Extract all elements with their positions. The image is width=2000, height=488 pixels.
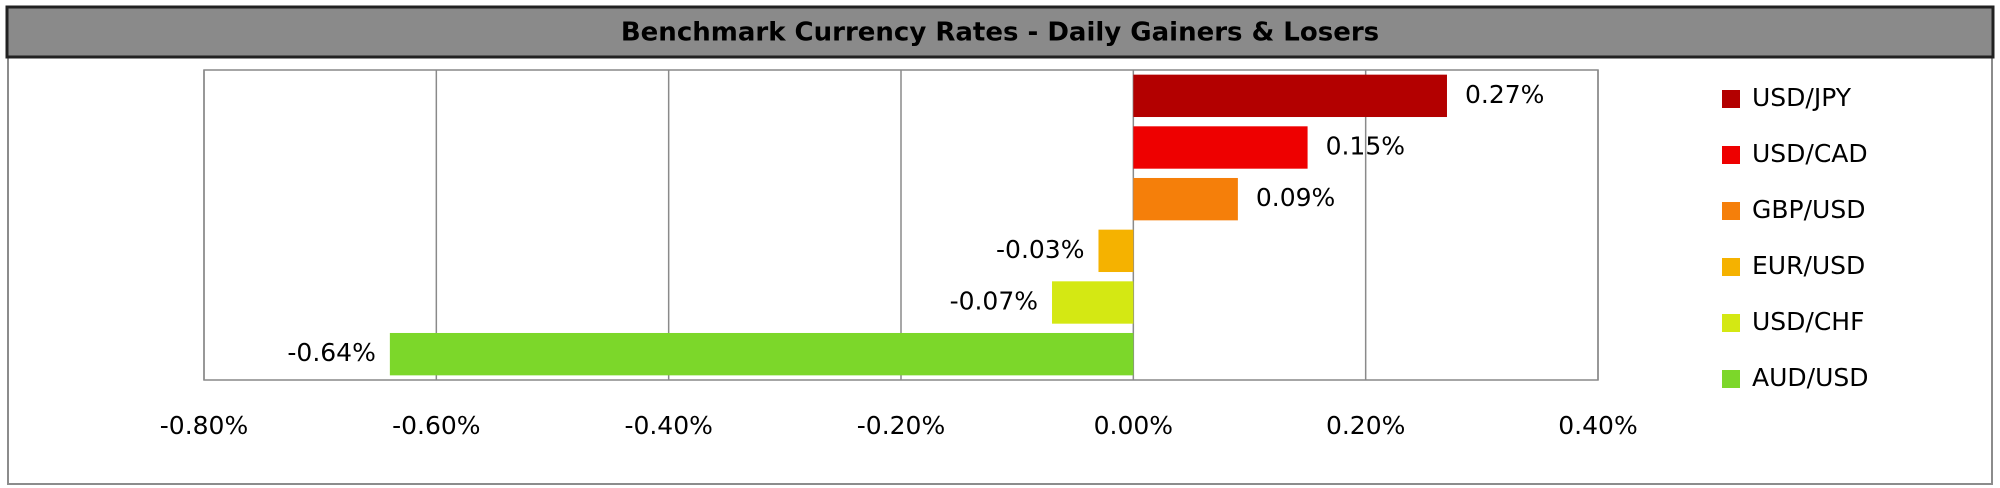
value-label: -0.64% bbox=[287, 338, 375, 367]
title-bar bbox=[5, 5, 1995, 59]
legend-label: AUD/USD bbox=[1752, 363, 1869, 392]
chart-frame bbox=[7, 55, 1993, 485]
chart-title: Benchmark Currency Rates - Daily Gainers… bbox=[621, 18, 1379, 48]
legend-label: EUR/USD bbox=[1752, 251, 1865, 280]
x-tick-label: -0.40% bbox=[624, 411, 712, 440]
value-label: -0.07% bbox=[950, 287, 1038, 316]
bar bbox=[389, 332, 1134, 376]
x-tick-label: -0.60% bbox=[392, 411, 480, 440]
value-label: 0.09% bbox=[1256, 183, 1335, 212]
legend-swatch bbox=[1722, 370, 1740, 388]
legend-label: USD/CHF bbox=[1752, 307, 1864, 336]
bar bbox=[1133, 177, 1238, 221]
legend-label: USD/JPY bbox=[1752, 83, 1852, 112]
x-tick-label: -0.80% bbox=[160, 411, 248, 440]
bar bbox=[1133, 126, 1308, 169]
x-tick-label: -0.20% bbox=[857, 411, 945, 440]
legend-swatch bbox=[1722, 202, 1740, 220]
x-tick-label: 0.00% bbox=[1094, 411, 1173, 440]
x-tick-label: 0.40% bbox=[1558, 411, 1637, 440]
value-label: -0.03% bbox=[996, 235, 1084, 264]
bar bbox=[1052, 281, 1134, 324]
legend-swatch bbox=[1722, 258, 1740, 276]
legend-swatch bbox=[1722, 146, 1740, 164]
bar bbox=[1098, 229, 1134, 273]
value-label: 0.27% bbox=[1465, 80, 1544, 109]
legend-label: USD/CAD bbox=[1752, 139, 1868, 168]
bar bbox=[1133, 74, 1447, 118]
legend-swatch bbox=[1722, 314, 1740, 332]
value-label: 0.15% bbox=[1326, 132, 1405, 161]
legend-label: GBP/USD bbox=[1752, 195, 1865, 224]
legend-swatch bbox=[1722, 90, 1740, 108]
x-tick-label: 0.20% bbox=[1326, 411, 1405, 440]
